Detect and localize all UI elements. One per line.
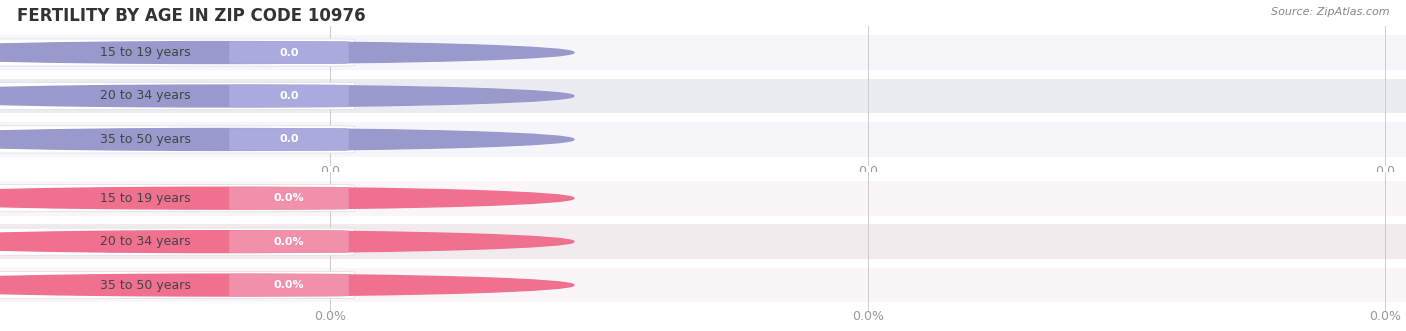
- Text: 0.0%: 0.0%: [852, 310, 884, 323]
- FancyBboxPatch shape: [229, 41, 349, 64]
- Text: 20 to 34 years: 20 to 34 years: [100, 235, 191, 248]
- FancyBboxPatch shape: [0, 271, 354, 299]
- FancyBboxPatch shape: [0, 82, 354, 110]
- Circle shape: [0, 231, 574, 253]
- Text: 15 to 19 years: 15 to 19 years: [100, 46, 191, 59]
- Circle shape: [0, 128, 574, 150]
- FancyBboxPatch shape: [229, 274, 349, 296]
- Text: 0.0%: 0.0%: [274, 193, 304, 203]
- Text: 0.0%: 0.0%: [1369, 310, 1400, 323]
- Text: 0.0%: 0.0%: [274, 237, 304, 247]
- Circle shape: [0, 42, 574, 64]
- FancyBboxPatch shape: [229, 187, 349, 210]
- FancyBboxPatch shape: [0, 39, 354, 66]
- Text: 35 to 50 years: 35 to 50 years: [100, 133, 191, 146]
- Text: 0.0: 0.0: [1375, 165, 1395, 178]
- FancyBboxPatch shape: [229, 128, 349, 151]
- FancyBboxPatch shape: [0, 268, 1406, 303]
- Text: 20 to 34 years: 20 to 34 years: [100, 89, 191, 103]
- Circle shape: [0, 85, 574, 107]
- Circle shape: [0, 187, 574, 209]
- FancyBboxPatch shape: [0, 126, 354, 153]
- FancyBboxPatch shape: [0, 122, 1406, 157]
- Text: 0.0: 0.0: [280, 48, 298, 58]
- Text: 0.0%: 0.0%: [315, 310, 346, 323]
- FancyBboxPatch shape: [0, 224, 1406, 259]
- Text: FERTILITY BY AGE IN ZIP CODE 10976: FERTILITY BY AGE IN ZIP CODE 10976: [17, 7, 366, 24]
- Circle shape: [0, 274, 574, 296]
- Text: 0.0: 0.0: [280, 134, 298, 144]
- FancyBboxPatch shape: [0, 78, 1406, 113]
- Text: Source: ZipAtlas.com: Source: ZipAtlas.com: [1271, 7, 1389, 17]
- Text: 0.0: 0.0: [321, 165, 340, 178]
- FancyBboxPatch shape: [0, 228, 354, 255]
- FancyBboxPatch shape: [229, 85, 349, 107]
- Text: 35 to 50 years: 35 to 50 years: [100, 279, 191, 292]
- FancyBboxPatch shape: [229, 230, 349, 253]
- FancyBboxPatch shape: [0, 185, 354, 212]
- Text: 0.0: 0.0: [858, 165, 879, 178]
- FancyBboxPatch shape: [0, 181, 1406, 215]
- Text: 0.0%: 0.0%: [274, 280, 304, 290]
- Text: 15 to 19 years: 15 to 19 years: [100, 192, 191, 205]
- FancyBboxPatch shape: [0, 35, 1406, 70]
- Text: 0.0: 0.0: [280, 91, 298, 101]
